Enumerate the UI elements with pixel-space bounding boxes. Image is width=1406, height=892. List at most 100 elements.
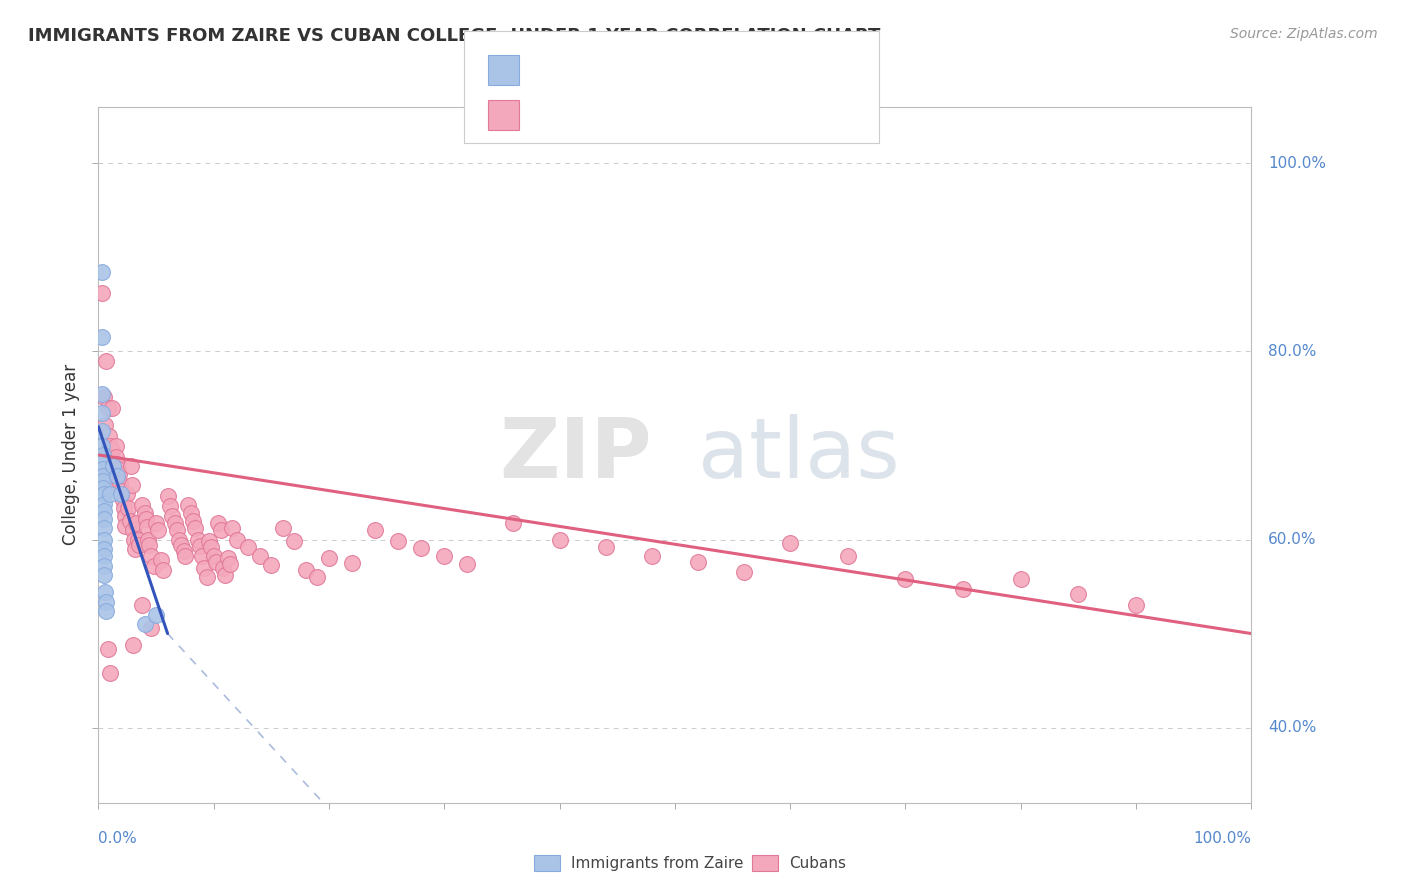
Point — [103, 459, 125, 474]
Point — [163, 516, 186, 530]
Point — [93, 533, 115, 547]
Point — [128, 538, 150, 552]
Point — [104, 438, 127, 452]
Point — [387, 534, 409, 549]
Point — [156, 489, 179, 503]
Point — [188, 539, 211, 553]
Point — [779, 536, 801, 550]
Point — [125, 516, 148, 530]
Point — [173, 544, 195, 558]
Point — [135, 512, 157, 526]
Point — [159, 499, 181, 513]
Point — [200, 540, 222, 554]
Point — [98, 487, 121, 501]
Point — [136, 533, 159, 547]
Point — [181, 514, 204, 528]
Point — [114, 519, 136, 533]
Point — [110, 483, 132, 498]
Point — [191, 549, 214, 564]
Point — [184, 521, 207, 535]
Point — [174, 549, 197, 564]
Point — [187, 533, 209, 547]
Point — [90, 264, 112, 278]
Point — [131, 498, 153, 512]
Point — [91, 448, 114, 462]
Point — [202, 549, 225, 564]
Point — [221, 521, 243, 535]
Point — [101, 401, 124, 415]
Point — [141, 549, 163, 564]
Point — [91, 475, 114, 489]
Text: 80.0%: 80.0% — [1268, 344, 1316, 359]
Point — [433, 549, 456, 564]
Point — [502, 516, 524, 530]
Point — [141, 621, 163, 635]
Point — [98, 438, 121, 452]
Text: R = -0.493   N =   31: R = -0.493 N = 31 — [533, 52, 714, 70]
Text: atlas: atlas — [697, 415, 900, 495]
Text: 60.0%: 60.0% — [1268, 532, 1316, 547]
Point — [104, 450, 127, 464]
Point — [91, 481, 114, 495]
Point — [90, 386, 112, 401]
Point — [96, 594, 118, 608]
Point — [120, 459, 142, 474]
Point — [177, 498, 200, 512]
Point — [1067, 587, 1090, 601]
Point — [283, 534, 305, 549]
Point — [411, 541, 433, 555]
Point — [96, 604, 118, 618]
Point — [271, 521, 294, 535]
Point — [98, 443, 121, 458]
Point — [295, 563, 318, 577]
Text: ZIP: ZIP — [499, 415, 652, 495]
Point — [105, 468, 128, 483]
Point — [145, 607, 167, 622]
Text: 100.0%: 100.0% — [1194, 831, 1251, 847]
Point — [93, 504, 115, 518]
Point — [90, 438, 112, 452]
Y-axis label: College, Under 1 year: College, Under 1 year — [62, 364, 80, 546]
Point — [93, 521, 115, 535]
Point — [167, 533, 190, 547]
Point — [225, 533, 247, 547]
Point — [112, 500, 135, 515]
Point — [134, 617, 156, 632]
Point — [134, 506, 156, 520]
Point — [733, 565, 755, 579]
Point — [364, 523, 387, 537]
Point — [121, 478, 143, 492]
Point — [307, 570, 329, 584]
Point — [198, 534, 221, 549]
Text: 100.0%: 100.0% — [1268, 156, 1326, 171]
Point — [142, 558, 165, 573]
Point — [131, 599, 153, 613]
Point — [170, 538, 193, 552]
Point — [103, 478, 125, 492]
Point — [117, 487, 138, 501]
Point — [90, 330, 112, 344]
Point — [124, 541, 146, 556]
Text: Source: ZipAtlas.com: Source: ZipAtlas.com — [1230, 27, 1378, 41]
Point — [212, 560, 235, 574]
Point — [103, 467, 125, 481]
Point — [318, 551, 340, 566]
Point — [149, 553, 172, 567]
Point — [837, 549, 859, 564]
Point — [249, 549, 271, 564]
Point — [94, 417, 117, 432]
Point — [166, 523, 188, 537]
Point — [93, 568, 115, 582]
Point — [91, 468, 114, 483]
Point — [93, 549, 115, 564]
Point — [117, 500, 139, 515]
Point — [205, 555, 228, 569]
Point — [260, 558, 283, 572]
Point — [110, 487, 132, 501]
Point — [107, 462, 129, 476]
Text: 0.0%: 0.0% — [98, 831, 138, 847]
Point — [122, 523, 145, 537]
Point — [98, 666, 121, 681]
Text: Cubans: Cubans — [789, 856, 846, 871]
Text: IMMIGRANTS FROM ZAIRE VS CUBAN COLLEGE, UNDER 1 YEAR CORRELATION CHART: IMMIGRANTS FROM ZAIRE VS CUBAN COLLEGE, … — [28, 27, 880, 45]
